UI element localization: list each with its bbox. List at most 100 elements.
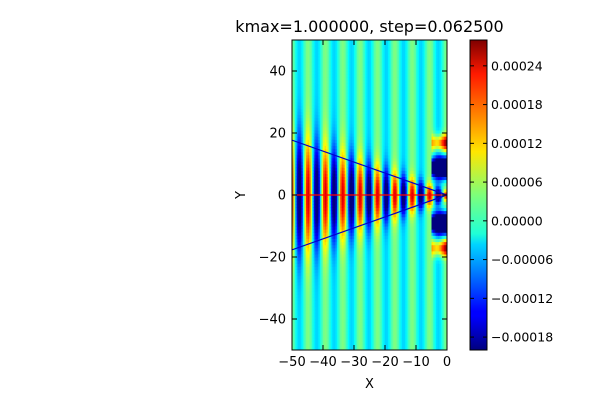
heatmap-cell xyxy=(310,117,313,122)
heatmap-cell xyxy=(336,188,340,193)
heatmap-cell xyxy=(315,195,318,199)
heatmap-cell xyxy=(327,269,330,274)
heatmap-cell xyxy=(366,309,369,314)
heatmap-cell xyxy=(293,83,296,88)
heatmap-cell xyxy=(364,111,367,115)
heatmap-cell xyxy=(304,133,307,137)
heatmap-cell xyxy=(330,198,333,202)
heatmap-cell xyxy=(355,145,358,150)
heatmap-cell xyxy=(313,154,316,159)
heatmap-cell xyxy=(330,123,333,128)
heatmap-cell xyxy=(326,139,329,143)
heatmap-cell xyxy=(335,266,338,270)
heatmap-cell xyxy=(302,95,305,100)
heatmap-cell xyxy=(332,328,335,332)
heatmap-cell xyxy=(312,297,315,301)
heatmap-cell xyxy=(330,325,333,329)
heatmap-cell xyxy=(309,278,312,283)
heatmap-cell xyxy=(312,337,315,342)
heatmap-cell xyxy=(298,157,301,162)
heatmap-cell xyxy=(324,83,327,88)
heatmap-cell xyxy=(307,89,310,94)
heatmap-cell xyxy=(338,294,341,298)
heatmap-cell xyxy=(358,269,361,274)
heatmap-cell xyxy=(310,284,313,289)
heatmap-cell xyxy=(296,120,299,125)
heatmap-cell xyxy=(321,58,324,63)
heatmap-cell xyxy=(341,257,344,261)
heatmap-cell xyxy=(354,167,357,171)
heatmap-cell xyxy=(355,328,358,332)
heatmap-cell xyxy=(354,92,357,97)
heatmap-cell xyxy=(336,250,340,255)
heatmap-cell xyxy=(358,319,361,323)
heatmap-cell xyxy=(330,40,333,44)
heatmap-cell xyxy=(361,80,364,84)
heatmap-cell xyxy=(299,123,302,128)
heatmap-cell xyxy=(347,325,350,329)
heatmap-cell xyxy=(349,216,352,221)
heatmap-cell xyxy=(355,139,358,143)
heatmap-cell xyxy=(326,315,329,320)
heatmap-cell xyxy=(324,185,327,190)
heatmap-cell xyxy=(349,126,352,131)
heatmap-cell xyxy=(324,219,327,224)
heatmap-cell xyxy=(341,229,344,233)
heatmap-cell xyxy=(335,334,338,339)
heatmap-cell xyxy=(299,117,302,122)
heatmap-cell xyxy=(309,86,312,91)
heatmap-cell xyxy=(336,67,340,72)
heatmap-cell xyxy=(344,108,347,112)
heatmap-cell xyxy=(327,67,330,72)
heatmap-cell xyxy=(296,294,299,298)
heatmap-cell xyxy=(305,61,309,66)
heatmap-cell xyxy=(313,129,316,134)
heatmap-cell xyxy=(319,114,323,119)
heatmap-cell xyxy=(335,222,338,227)
heatmap-cell xyxy=(343,291,346,295)
heatmap-cell xyxy=(319,157,323,162)
heatmap-cell xyxy=(316,288,319,292)
heatmap-cell xyxy=(347,154,350,159)
heatmap-cell xyxy=(321,250,324,255)
heatmap-cell xyxy=(309,164,312,168)
heatmap-cell xyxy=(310,111,313,115)
heatmap-cell xyxy=(333,74,336,78)
heatmap-cell xyxy=(329,98,332,103)
heatmap-cell xyxy=(310,328,313,332)
heatmap-cell xyxy=(292,269,295,274)
heatmap-cell xyxy=(316,328,319,332)
heatmap-cell xyxy=(302,182,305,187)
heatmap-cell xyxy=(364,195,367,199)
heatmap-cell xyxy=(349,176,352,181)
heatmap-cell xyxy=(315,98,318,103)
heatmap-cell xyxy=(301,182,304,187)
heatmap-cell xyxy=(335,120,338,125)
heatmap-cell xyxy=(292,222,295,227)
heatmap-cell xyxy=(296,46,299,50)
heatmap-cell xyxy=(366,170,369,174)
heatmap-cell xyxy=(332,284,335,289)
heatmap-cell xyxy=(333,260,336,264)
heatmap-cell xyxy=(318,188,321,193)
heatmap-cell xyxy=(333,322,336,326)
heatmap-cell xyxy=(307,95,310,100)
heatmap-cell xyxy=(304,322,307,326)
heatmap-cell xyxy=(304,191,307,196)
heatmap-cell xyxy=(326,77,329,81)
heatmap-cell xyxy=(293,40,296,44)
heatmap-cell xyxy=(363,108,366,112)
heatmap-cell xyxy=(307,105,310,109)
heatmap-cell xyxy=(363,173,366,177)
heatmap-cell xyxy=(349,257,352,261)
heatmap-cell xyxy=(318,247,321,252)
heatmap-cell xyxy=(330,154,333,159)
heatmap-cell xyxy=(336,325,340,329)
heatmap-cell xyxy=(347,120,350,125)
heatmap-cell xyxy=(326,170,329,174)
heatmap-cell xyxy=(302,337,305,342)
heatmap-cell xyxy=(344,173,347,177)
heatmap-cell xyxy=(335,281,338,286)
heatmap-cell xyxy=(326,105,329,109)
heatmap-cell xyxy=(329,133,332,137)
